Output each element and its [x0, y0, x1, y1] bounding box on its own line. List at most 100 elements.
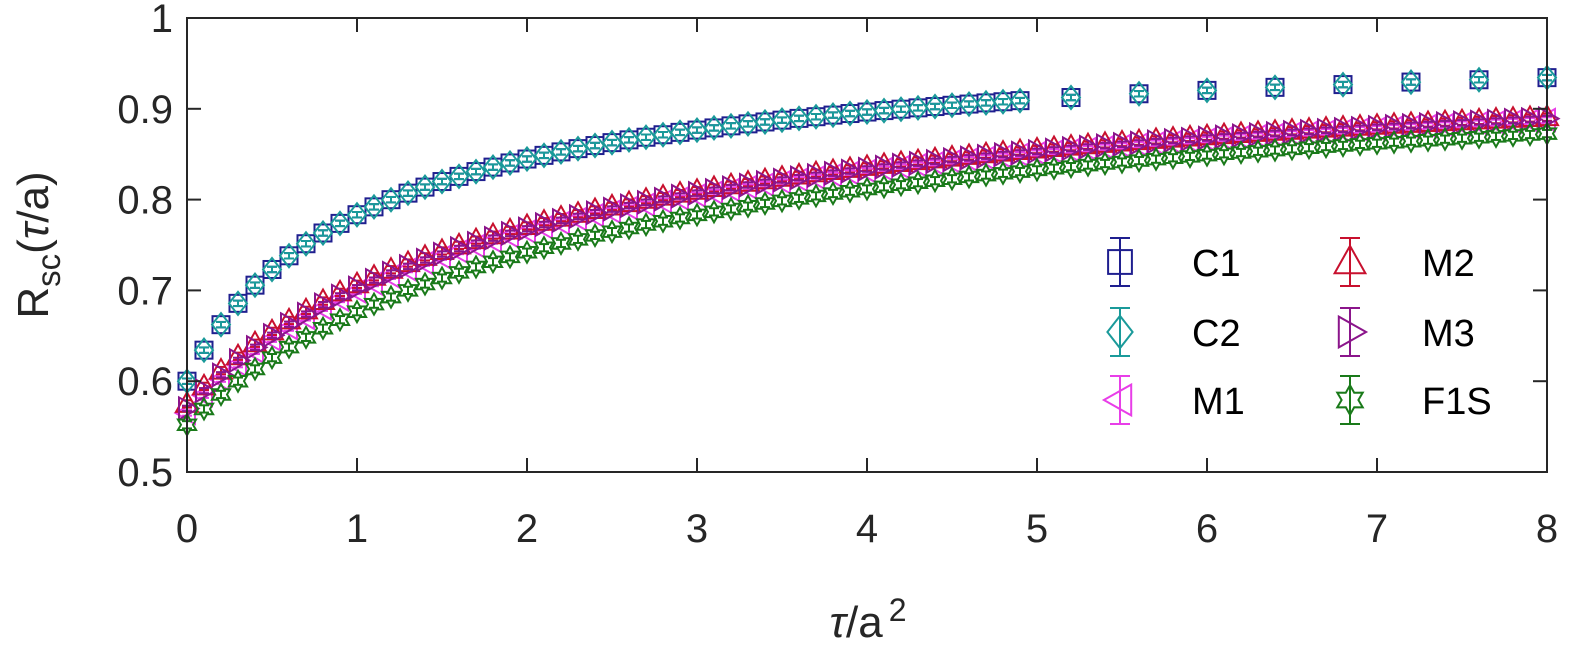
- data-point: [603, 196, 626, 222]
- data-point: [467, 230, 490, 256]
- data-point: [924, 93, 946, 120]
- data-point: [1487, 108, 1510, 134]
- data-point: [229, 347, 252, 374]
- data-point: [244, 272, 266, 299]
- data-point: [378, 256, 404, 279]
- data-point: [463, 226, 489, 250]
- data-point: [652, 121, 674, 148]
- data-point: [314, 291, 337, 318]
- data-point: [327, 278, 353, 302]
- data-point: [1215, 124, 1238, 150]
- data-point: [1402, 112, 1425, 139]
- data-point: [465, 158, 487, 185]
- data-point: [465, 254, 487, 280]
- data-point: [348, 275, 371, 301]
- data-point: [671, 183, 694, 209]
- data-point: [399, 253, 422, 280]
- x-tick-label: 3: [686, 507, 708, 551]
- data-point: [363, 193, 385, 220]
- legend-marker: [1107, 249, 1133, 275]
- data-point: [601, 129, 623, 156]
- data-point: [824, 160, 847, 186]
- data-point: [722, 174, 745, 201]
- data-point: [193, 396, 215, 422]
- data-point: [1096, 132, 1119, 159]
- data-point: [790, 165, 813, 191]
- data-point: [739, 172, 762, 198]
- data-point: [754, 108, 776, 136]
- x-tick-label: 4: [856, 507, 878, 551]
- data-point: [259, 317, 285, 341]
- data-point: [227, 290, 249, 317]
- data-point: [1351, 115, 1374, 142]
- data-point: [1317, 117, 1340, 143]
- data-point: [414, 173, 436, 201]
- data-point: [705, 177, 728, 204]
- data-point: [1181, 126, 1204, 152]
- data-point: [1504, 107, 1527, 133]
- legend-entry-C2: C2: [1106, 307, 1241, 357]
- data-point: [841, 158, 864, 184]
- data-point: [225, 342, 251, 366]
- data-point: [450, 235, 473, 262]
- x-axis-title: τ/a 2: [830, 592, 907, 646]
- data-point: [773, 167, 796, 193]
- legend-entry-F1S: F1S: [1335, 375, 1492, 425]
- data-point: [1538, 105, 1561, 132]
- data-point: [1249, 121, 1272, 148]
- data-point: [1147, 128, 1170, 155]
- data-point: [807, 162, 830, 189]
- legend-marker: [1335, 383, 1365, 417]
- data-point: [975, 89, 997, 117]
- data-point: [686, 116, 708, 144]
- y-tick-label: 0.7: [117, 269, 173, 313]
- data-point: [535, 211, 558, 238]
- data-point: [263, 322, 286, 349]
- data-point: [875, 154, 898, 180]
- data-point: [907, 94, 929, 121]
- data-point: [497, 216, 523, 240]
- data-point: [261, 256, 283, 283]
- data-point: [242, 329, 268, 353]
- data-point: [499, 244, 521, 270]
- data-point: [586, 199, 609, 226]
- y-tick-label: 0.5: [117, 451, 173, 495]
- data-point: [1079, 134, 1102, 160]
- data-point: [414, 271, 436, 297]
- data-point: [1009, 87, 1031, 114]
- data-point: [669, 119, 691, 146]
- data-point: [960, 145, 983, 171]
- data-point: [992, 88, 1014, 115]
- legend-label: F1S: [1422, 381, 1492, 423]
- data-point: [620, 192, 643, 219]
- data-point: [1232, 122, 1255, 149]
- data-point: [395, 249, 421, 273]
- data-point: [550, 230, 572, 256]
- legend-label: C2: [1192, 313, 1241, 355]
- tick-labels: 0 1 2 3 4 5 6 7 8 0.5 0.6 0.7 0.8 0.9 1: [117, 0, 1558, 551]
- data-point: [446, 231, 472, 255]
- data-point: [637, 189, 660, 216]
- data-point: [552, 207, 575, 234]
- data-point: [654, 186, 677, 212]
- data-point: [331, 283, 354, 309]
- data-point: [178, 395, 201, 422]
- data-point: [499, 149, 521, 177]
- data-point: [448, 163, 470, 190]
- data-point: [1164, 127, 1187, 154]
- data-point: [1028, 138, 1051, 165]
- data-point: [1300, 118, 1323, 145]
- legend-entry-M1: M1: [1101, 375, 1245, 425]
- x-tick-label: 0: [176, 507, 198, 551]
- data-point: [193, 337, 215, 364]
- data-point: [1470, 109, 1493, 135]
- x-tick-label: 2: [516, 507, 538, 551]
- x-tick-label: 6: [1196, 507, 1218, 551]
- data-point: [297, 301, 320, 327]
- data-point: [1198, 125, 1221, 151]
- data-point: [516, 145, 538, 173]
- data-point: [433, 241, 456, 267]
- y-tick-label: 0.8: [117, 179, 173, 223]
- data-point: [397, 277, 419, 303]
